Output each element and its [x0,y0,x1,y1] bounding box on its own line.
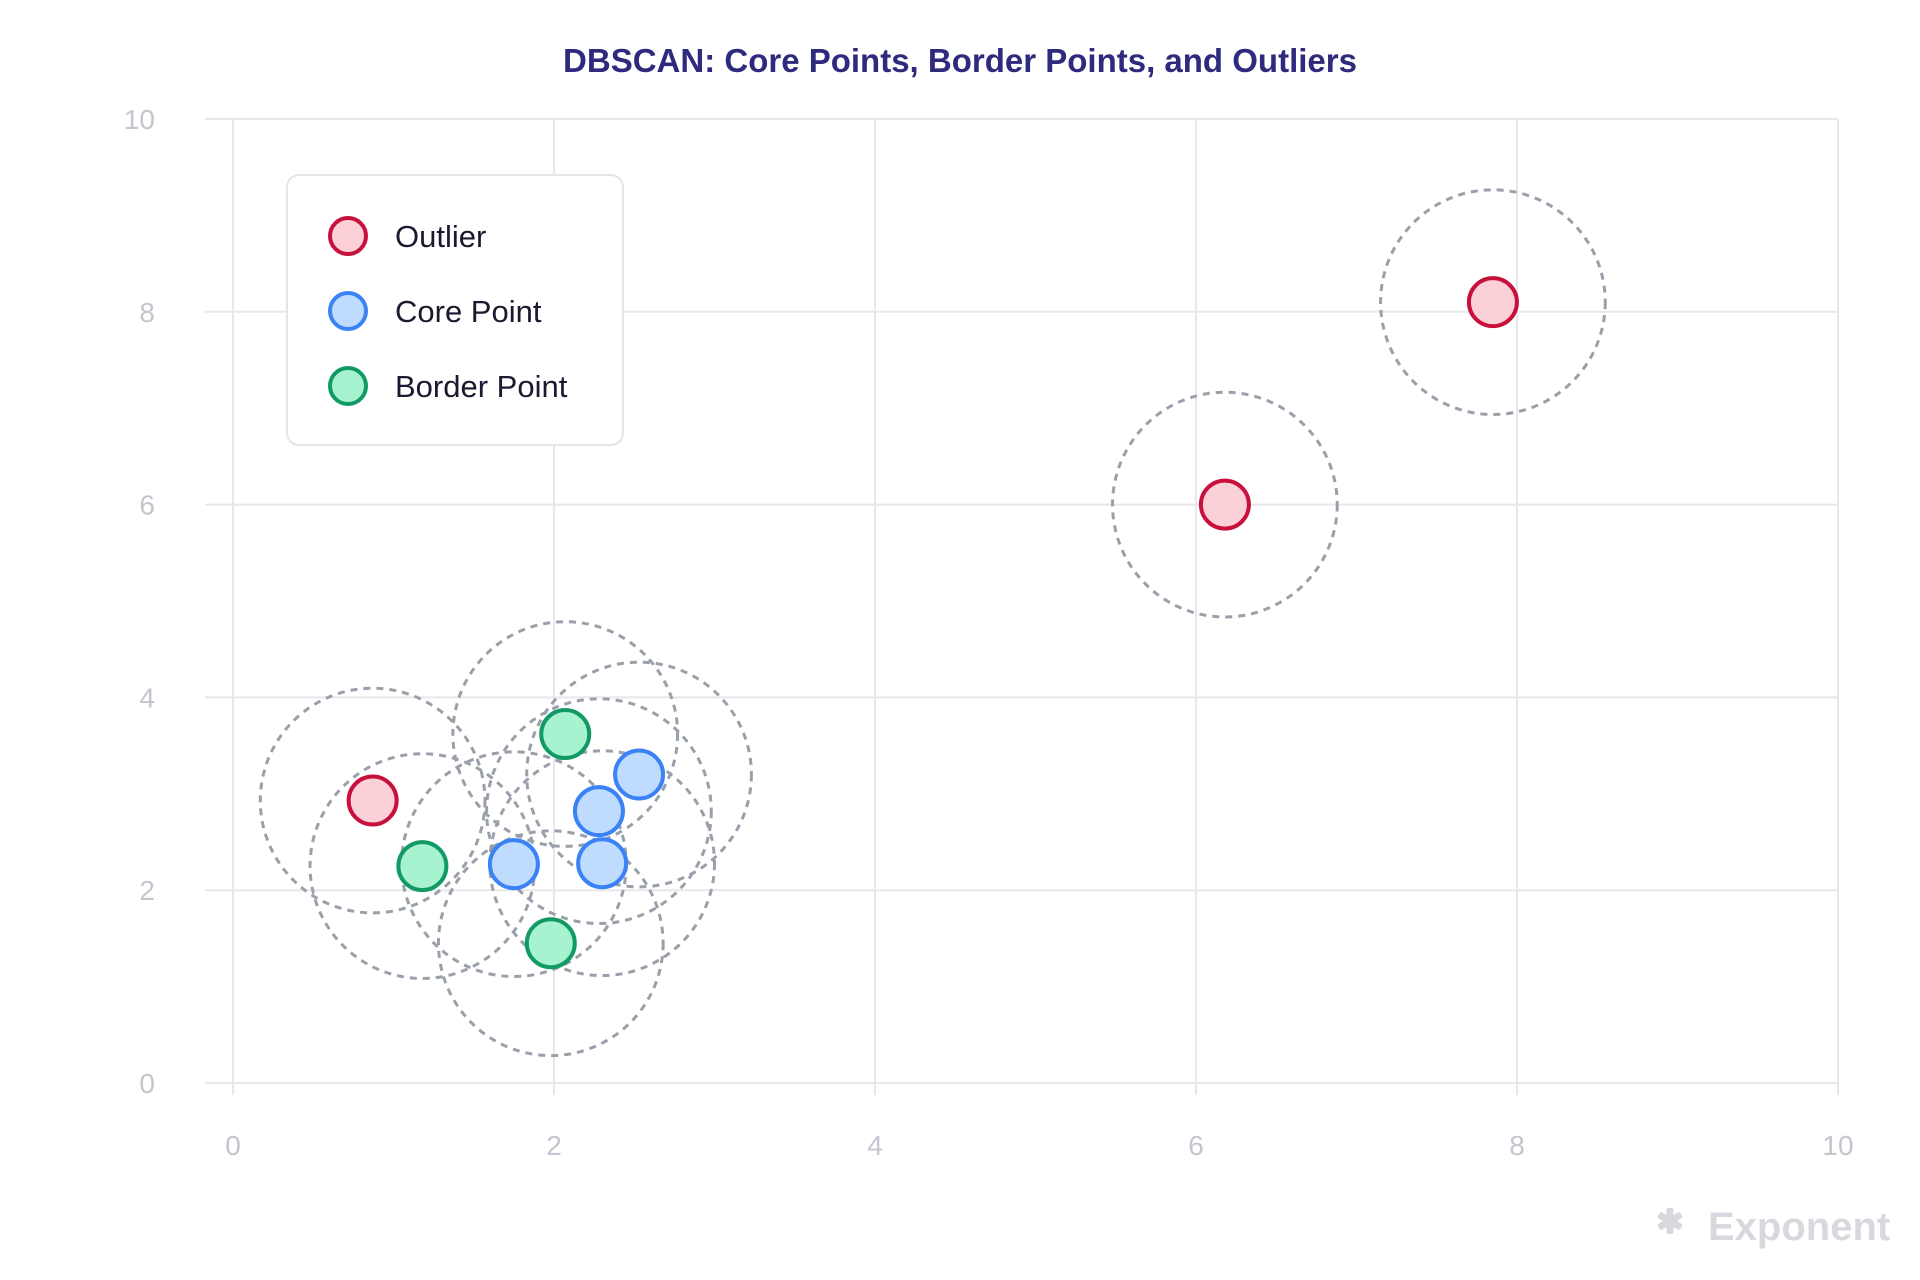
core-point-point [572,785,625,838]
outlier-point [1466,276,1519,329]
x-tick-label: 2 [546,1130,562,1161]
y-tick-label: 10 [124,104,155,135]
outlier-point [346,774,399,827]
x-tick-label: 8 [1509,1130,1525,1161]
epsilon-circle [525,660,753,889]
y-tick-label: 2 [139,875,155,906]
x-tick-label: 0 [225,1130,241,1161]
border-point-point [539,708,592,761]
core-point-point [613,748,666,801]
border-point-point [524,917,577,970]
epsilon-circle [1111,390,1339,619]
y-tick-label: 8 [139,297,155,328]
axes: 0 2 4 6 8 10 0 2 4 6 8 10 [124,104,1854,1161]
legend: Outlier Core Point Border Point [286,174,624,446]
outlier-point [1198,478,1251,531]
data-points [346,276,1519,970]
logo-text: Exponent [1708,1205,1890,1249]
legend-label-core-point: Core Point [395,294,542,329]
epsilon-circle [1379,188,1607,417]
grid [205,118,1839,1084]
legend-marker-core-point [328,291,368,331]
x-tick-label: 6 [1188,1130,1204,1161]
legend-marker-outlier [328,216,368,256]
asterisk-icon [1657,1208,1683,1234]
x-tick-label: 4 [867,1130,883,1161]
x-tick-label: 10 [1822,1130,1853,1161]
y-tick-label: 0 [139,1068,155,1099]
epsilon-circle [485,697,713,926]
legend-box [286,174,624,446]
exponent-logo: Exponent [1657,1205,1890,1249]
y-tick-label: 6 [139,490,155,521]
core-point-point [487,838,540,891]
legend-label-border-point: Border Point [395,369,568,404]
legend-marker-border-point [328,366,368,406]
legend-label-outlier: Outlier [395,219,486,254]
border-point-point [396,840,449,893]
epsilon-circle [436,829,665,1058]
epsilon-circle [258,686,487,915]
chart-title: DBSCAN: Core Points, Border Points, and … [563,42,1357,79]
epsilon-circle [451,620,680,848]
y-tick-label: 4 [139,682,155,713]
core-point-point [576,837,629,890]
